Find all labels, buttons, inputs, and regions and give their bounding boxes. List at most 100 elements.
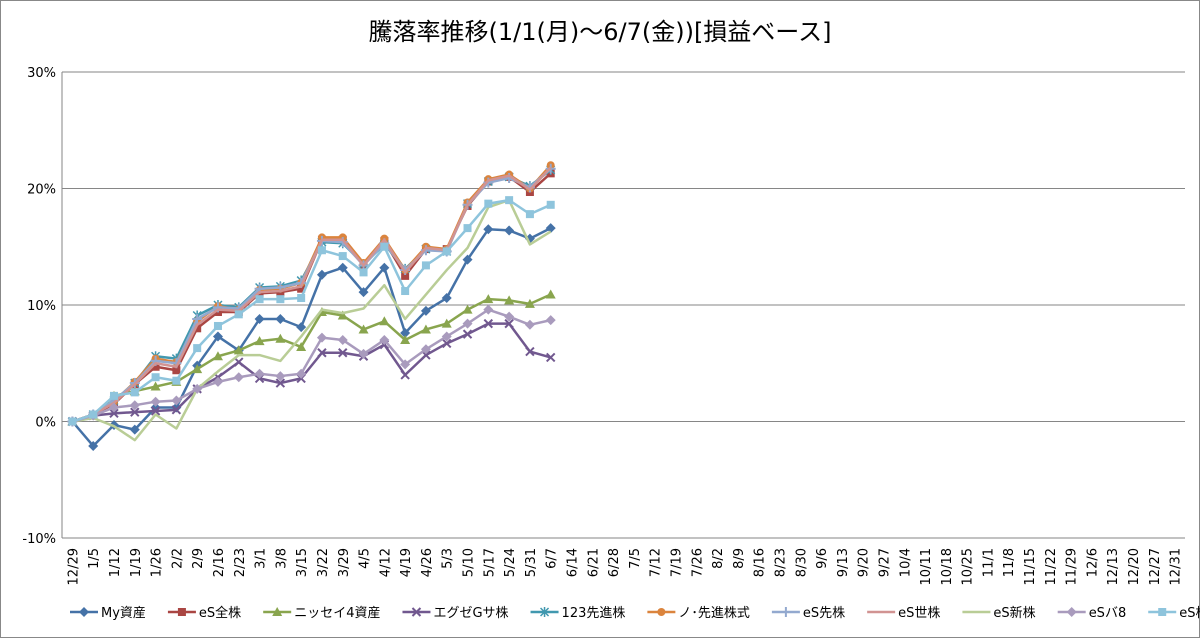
marker xyxy=(172,366,181,375)
marker xyxy=(275,371,286,382)
marker xyxy=(400,334,411,344)
marker xyxy=(68,417,77,426)
marker xyxy=(108,402,119,413)
marker xyxy=(483,304,494,315)
marker xyxy=(358,287,369,298)
legend-item: eSバ8 xyxy=(1057,606,1126,621)
legend-label: ニッセイ4資産 xyxy=(294,605,380,621)
x-tick-label: 8/9 xyxy=(732,548,747,569)
legend-label: eS新株 xyxy=(993,605,1035,621)
marker xyxy=(192,383,203,394)
legend-item: エグゼGサ株 xyxy=(402,606,509,621)
marker xyxy=(358,324,369,334)
marker xyxy=(316,332,327,343)
marker xyxy=(337,310,348,320)
x-tick-label: 5/17 xyxy=(482,548,497,577)
series xyxy=(67,304,556,427)
marker xyxy=(88,440,99,451)
marker xyxy=(254,336,265,346)
legend-item: ノ･先進株式 xyxy=(647,606,750,621)
marker xyxy=(359,268,368,277)
marker xyxy=(130,407,140,417)
x-tick-label: 9/6 xyxy=(815,548,830,569)
marker xyxy=(338,252,347,261)
x-tick-label: 8/23 xyxy=(773,548,788,577)
marker xyxy=(150,381,161,391)
marker xyxy=(254,368,265,379)
marker xyxy=(400,327,411,338)
marker xyxy=(150,406,161,416)
marker xyxy=(441,318,452,328)
marker xyxy=(504,295,515,305)
legend-item: 123先進株 xyxy=(530,606,625,621)
marker xyxy=(337,262,348,273)
x-tick-label: 8/2 xyxy=(711,548,726,569)
x-tick-label: 5/10 xyxy=(462,548,477,577)
x-tick-label: 12/29 xyxy=(66,548,81,585)
x-tick-label: 3/15 xyxy=(295,548,310,577)
chart-title: 騰落率推移(1/1(月)～6/7(金))[損益ベース] xyxy=(369,18,832,46)
marker xyxy=(297,284,306,293)
marker xyxy=(177,608,186,616)
x-tick-label: 3/8 xyxy=(274,548,289,569)
marker xyxy=(484,199,493,208)
marker xyxy=(483,318,494,329)
x-tick-label: 7/5 xyxy=(628,548,643,569)
marker xyxy=(150,396,161,407)
x-tick-label: 5/24 xyxy=(503,548,518,577)
marker xyxy=(411,607,422,617)
marker xyxy=(254,313,265,324)
x-tick-label: 1/26 xyxy=(150,548,165,577)
marker xyxy=(504,318,514,329)
marker xyxy=(401,287,410,296)
y-tick-label: 0% xyxy=(35,416,56,431)
marker xyxy=(109,391,118,400)
x-tick-label: 8/30 xyxy=(794,548,809,577)
legend-label: eS世株 xyxy=(898,606,940,621)
marker xyxy=(546,352,556,363)
marker xyxy=(1066,607,1077,617)
x-tick-label: 12/13 xyxy=(1106,548,1121,585)
x-tick-label: 12/6 xyxy=(1085,548,1100,577)
x-tick-label: 4/5 xyxy=(358,548,373,569)
marker xyxy=(272,607,283,616)
x-tick-label: 11/22 xyxy=(1044,548,1059,585)
x-tick-label: 8/16 xyxy=(753,548,768,577)
legend-label: My資産 xyxy=(101,605,146,621)
marker xyxy=(504,225,515,236)
y-tick-label: 10% xyxy=(27,299,56,314)
x-tick-label: 11/1 xyxy=(981,548,996,577)
marker xyxy=(337,334,348,345)
x-tick-label: 4/19 xyxy=(399,548,414,577)
marker xyxy=(545,315,556,326)
series xyxy=(71,166,552,423)
marker xyxy=(212,376,223,387)
marker xyxy=(379,262,390,273)
x-tick-label: 2/16 xyxy=(212,548,227,577)
marker xyxy=(89,410,98,419)
legend-item: ニッセイ4資産 xyxy=(263,605,380,621)
marker xyxy=(462,318,473,329)
marker xyxy=(212,331,223,342)
marker xyxy=(504,311,515,322)
series-line xyxy=(72,293,552,423)
x-tick-label: 5/31 xyxy=(524,548,539,577)
marker xyxy=(462,304,473,314)
x-tick-label: 5/3 xyxy=(441,548,456,569)
x-tick-label: 7/26 xyxy=(690,548,705,577)
x-tick-label: 3/22 xyxy=(316,548,331,577)
x-tick-label: 12/20 xyxy=(1127,548,1142,585)
x-tick-label: 2/23 xyxy=(233,548,248,577)
marker xyxy=(255,295,264,304)
marker xyxy=(296,341,307,351)
x-tick-label: 11/15 xyxy=(1023,548,1038,585)
marker xyxy=(193,344,202,353)
marker xyxy=(545,223,556,234)
marker xyxy=(505,196,514,205)
marker xyxy=(192,364,203,374)
legend-label: エグゼGサ株 xyxy=(433,606,508,621)
marker xyxy=(441,331,452,342)
marker xyxy=(212,351,223,361)
marker xyxy=(379,334,390,345)
